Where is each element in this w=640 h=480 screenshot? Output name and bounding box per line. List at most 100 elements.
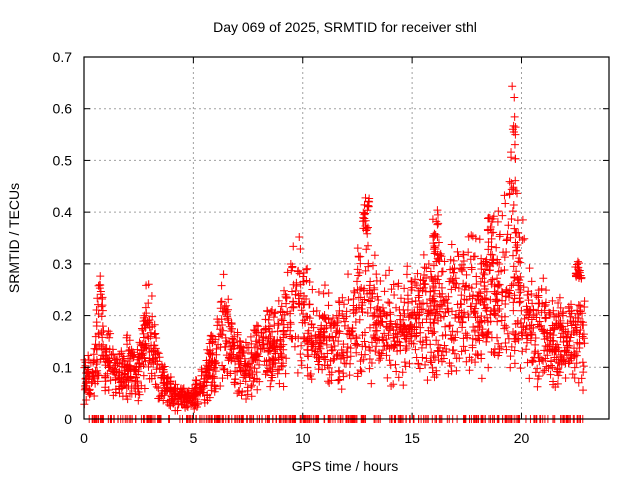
data-point [373, 303, 382, 312]
data-point [235, 363, 244, 372]
data-point [480, 294, 489, 303]
data-point [426, 318, 435, 327]
data-point [263, 339, 272, 348]
data-point [487, 348, 496, 357]
data-point [469, 322, 478, 331]
data-point [249, 326, 258, 335]
data-point [570, 373, 579, 382]
data-point [463, 331, 472, 340]
data-point [531, 347, 540, 356]
data-point [238, 387, 247, 396]
data-point [92, 306, 101, 315]
data-point [320, 314, 329, 323]
data-point [426, 340, 435, 349]
data-point [487, 258, 496, 267]
data-point [218, 361, 227, 370]
y-tick-label: 0.1 [53, 359, 73, 375]
data-point [171, 406, 180, 415]
x-tick-label: 0 [80, 430, 88, 446]
y-tick-label: 0.2 [53, 308, 73, 324]
data-point [361, 222, 370, 231]
data-point [413, 269, 422, 278]
data-point [431, 230, 440, 239]
data-point [182, 401, 191, 410]
data-point [317, 349, 326, 358]
data-point [430, 249, 439, 258]
data-point [458, 318, 467, 327]
data-point [400, 298, 409, 307]
data-point [151, 329, 160, 338]
data-point [378, 333, 387, 342]
data-point [497, 266, 506, 275]
data-point [402, 270, 411, 279]
data-point [387, 381, 396, 390]
data-point [372, 270, 381, 279]
data-point [514, 281, 523, 290]
data-point [375, 351, 384, 360]
data-point [430, 297, 439, 306]
data-point [264, 347, 273, 356]
data-point [509, 251, 518, 260]
data-point [344, 295, 353, 304]
data-point [546, 328, 555, 337]
data-point [410, 325, 419, 334]
data-point [392, 303, 401, 312]
data-point [371, 347, 380, 356]
data-point [109, 367, 118, 376]
data-point [349, 309, 358, 318]
data-point [493, 290, 502, 299]
data-point [352, 333, 361, 342]
data-point [224, 318, 233, 327]
data-point [407, 277, 416, 286]
data-point [212, 344, 221, 353]
data-point [340, 321, 349, 330]
data-point [150, 330, 159, 339]
data-point [358, 342, 367, 351]
data-point [296, 245, 305, 254]
data-point [370, 285, 379, 294]
data-point [512, 267, 521, 276]
data-point [429, 352, 438, 361]
data-point [428, 215, 437, 224]
data-point [432, 366, 441, 375]
data-point [556, 303, 565, 312]
data-point [242, 395, 251, 404]
data-point [301, 318, 310, 327]
data-point [103, 369, 112, 378]
data-point [93, 294, 102, 303]
chart-title: Day 069 of 2025, SRMTID for receiver sth… [213, 19, 477, 35]
data-point [113, 359, 122, 368]
data-point [87, 379, 96, 388]
data-point [281, 369, 290, 378]
data-point [528, 299, 537, 308]
data-point [487, 333, 496, 342]
data-point [575, 271, 584, 280]
data-point [94, 281, 103, 290]
data-point [571, 269, 580, 278]
data-point [384, 331, 393, 340]
data-point [542, 286, 551, 295]
data-point [353, 265, 362, 274]
data-point [472, 279, 481, 288]
data-point [303, 346, 312, 355]
data-point [278, 308, 287, 317]
data-point [159, 396, 168, 405]
data-point [144, 362, 153, 371]
data-point [427, 274, 436, 283]
data-point [105, 356, 114, 365]
data-point [427, 358, 436, 367]
data-point [541, 354, 550, 363]
data-point [246, 362, 255, 371]
data-point [98, 306, 107, 315]
data-point [475, 336, 484, 345]
data-point [506, 363, 515, 372]
data-point [423, 376, 432, 385]
data-point [243, 390, 252, 399]
data-point [491, 297, 500, 306]
data-point [398, 368, 407, 377]
data-point [452, 354, 461, 363]
data-point [197, 371, 206, 380]
data-point [539, 368, 548, 377]
data-point [502, 345, 511, 354]
